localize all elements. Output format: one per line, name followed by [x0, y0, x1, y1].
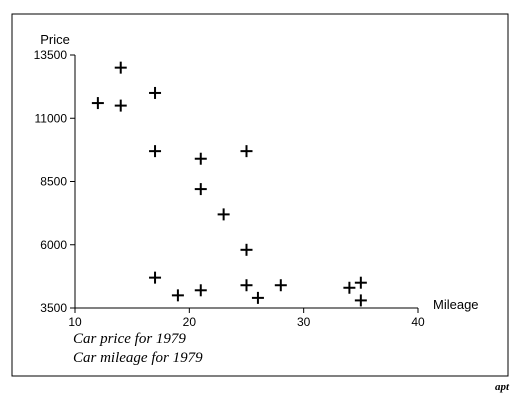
y-axis-label: Price [40, 32, 70, 47]
data-point [91, 97, 104, 110]
figure-frame [11, 13, 509, 377]
data-point [171, 289, 184, 302]
tick-group: 3500 6000 8500 11000 13500 10 20 30 40 [34, 48, 425, 329]
x-axis-label: Mileage [433, 297, 479, 312]
x-tick-label: 10 [68, 315, 82, 329]
data-point [240, 145, 253, 158]
data-point [114, 99, 127, 112]
data-point [240, 279, 253, 292]
x-tick-label: 30 [297, 315, 311, 329]
x-tick-label: 20 [183, 315, 197, 329]
x-tick-label: 40 [411, 315, 425, 329]
data-point [114, 61, 127, 74]
y-tick-label: 6000 [40, 238, 67, 252]
data-point [217, 208, 230, 221]
data-points [91, 61, 367, 307]
data-point [251, 291, 264, 304]
data-point [354, 276, 367, 289]
data-point [149, 145, 162, 158]
data-point [274, 279, 287, 292]
caption-mileage: Car mileage for 1979 [73, 350, 203, 366]
y-tick-label: 13500 [34, 48, 68, 62]
data-point [354, 294, 367, 307]
data-point [149, 86, 162, 99]
credit-label: apt [495, 381, 510, 393]
data-point [149, 271, 162, 284]
y-tick-label: 3500 [40, 301, 67, 315]
data-point [194, 183, 207, 196]
data-point [343, 281, 356, 294]
caption-price: Car price for 1979 [73, 331, 186, 347]
y-tick-label: 11000 [35, 111, 68, 125]
data-point [240, 243, 253, 256]
data-point [194, 284, 207, 297]
y-tick-label: 8500 [40, 175, 67, 189]
data-point [194, 152, 207, 165]
